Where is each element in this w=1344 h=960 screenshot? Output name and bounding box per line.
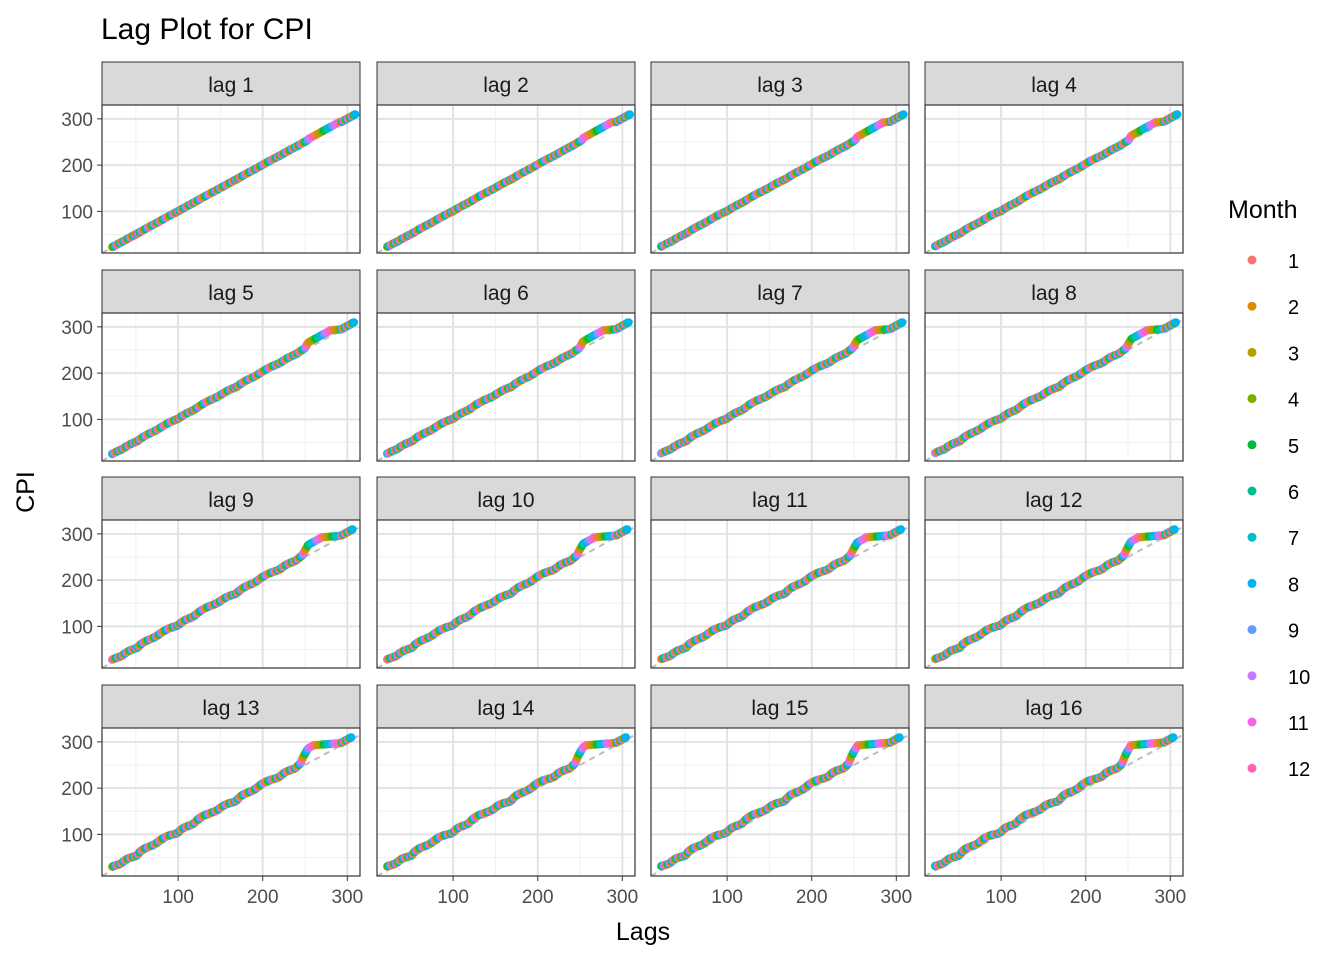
panel-plot-area (377, 105, 635, 253)
data-point (624, 318, 633, 327)
data-points (383, 318, 633, 458)
panel-plot-area (925, 105, 1183, 253)
panel-border (650, 104, 910, 254)
facet-strip (101, 269, 361, 314)
data-point (1171, 318, 1181, 327)
facet-strip (376, 269, 636, 314)
data-point (1173, 110, 1182, 119)
data-point (625, 110, 634, 119)
data-points (657, 318, 907, 458)
data-point (351, 110, 360, 119)
panel-border (101, 519, 361, 669)
panel-border (101, 312, 361, 462)
facet-strip-label: lag 3 (757, 74, 803, 97)
facet-strip-label: lag 8 (1031, 282, 1077, 305)
facet-strip-label: lag 5 (208, 282, 254, 305)
facet-strip (650, 269, 910, 314)
facet-strip-label: lag 10 (477, 489, 534, 512)
data-point (348, 525, 357, 534)
panel-plot-area (651, 105, 909, 253)
data-point (899, 110, 908, 119)
data-points (108, 525, 357, 664)
facet-panel: lag 8 (924, 269, 1184, 462)
facet-strip-label: lag 1 (208, 74, 254, 97)
facet-strip-label: lag 6 (483, 282, 529, 305)
panel-border (376, 104, 636, 254)
data-points (931, 318, 1181, 458)
facet-panel: lag 4 (924, 61, 1184, 254)
facet-strip (101, 476, 361, 521)
data-point (349, 318, 358, 327)
panel-border (924, 104, 1184, 254)
data-points (383, 110, 634, 251)
facet-strip (650, 61, 910, 106)
facet-panel: lag 3 (650, 61, 910, 254)
panel-border (101, 104, 361, 254)
data-points (108, 110, 360, 252)
panel-plot-area (377, 313, 635, 461)
data-points (383, 525, 632, 664)
facet-strip (376, 61, 636, 106)
facet-panel: lag 2 (376, 61, 636, 254)
panel-plot-area (925, 313, 1183, 461)
data-points (931, 110, 1182, 251)
panel-plot-area (102, 105, 360, 253)
panel-border (376, 312, 636, 462)
facet-panel: lag 7 (650, 269, 910, 462)
facet-panel: lag 10 (376, 476, 636, 669)
panel-plot-area (651, 313, 909, 461)
facet-strip (924, 269, 1184, 314)
facet-strip-label: lag 7 (757, 282, 803, 305)
facet-strip-label: lag 2 (483, 74, 529, 97)
panel-border (924, 312, 1184, 462)
facet-strip (376, 476, 636, 521)
facet-panel: lag 6 (376, 269, 636, 462)
facet-panel: lag 9 (101, 476, 361, 669)
panel-plot-area (377, 520, 635, 668)
data-points (657, 110, 908, 251)
panel-plot-area (102, 520, 360, 668)
data-point (898, 318, 907, 327)
chart-title: Lag Plot for CPI (101, 13, 313, 46)
data-points (108, 318, 358, 459)
facet-strip-label: lag 9 (208, 489, 254, 512)
panel-plot-area (102, 313, 360, 461)
facet-strip-label: lag 4 (1031, 74, 1077, 97)
panel-border (650, 312, 910, 462)
facet-panel: lag 5 (101, 269, 361, 462)
facet-strip (101, 61, 361, 106)
facet-panel: lag 1 (101, 61, 361, 254)
facet-panels: lag 1 lag 2 lag 3 lag 4 lag 5 lag 6 lag 7 lag 8… (101, 61, 1184, 877)
